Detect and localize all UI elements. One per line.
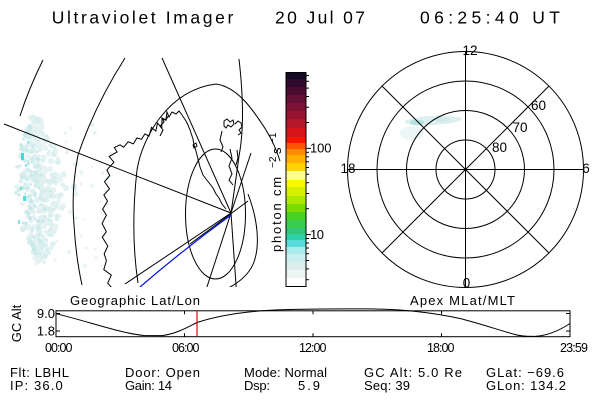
svg-text:Flt: LBHL: Flt: LBHL bbox=[10, 365, 69, 380]
svg-text:80: 80 bbox=[492, 140, 507, 155]
svg-text:23:59: 23:59 bbox=[560, 341, 588, 355]
svg-text:70: 70 bbox=[512, 120, 527, 135]
svg-text:IP: 36.0: IP: 36.0 bbox=[10, 378, 63, 393]
svg-text:100: 100 bbox=[310, 141, 332, 156]
svg-text:Geographic Lat/Lon: Geographic Lat/Lon bbox=[70, 293, 200, 308]
svg-text:GLon: 134.2: GLon: 134.2 bbox=[486, 378, 566, 393]
svg-text:Ultraviolet Imager: Ultraviolet Imager bbox=[52, 8, 234, 28]
svg-text:60: 60 bbox=[531, 98, 546, 113]
svg-text:10: 10 bbox=[310, 227, 324, 242]
svg-text:18:00: 18:00 bbox=[427, 341, 455, 355]
svg-text:1.8: 1.8 bbox=[37, 324, 55, 339]
svg-text:20 Jul 07: 20 Jul 07 bbox=[275, 8, 365, 28]
svg-text:12:00: 12:00 bbox=[299, 341, 327, 355]
svg-text:Apex MLat/MLT: Apex MLat/MLT bbox=[410, 293, 515, 308]
svg-text:Door: Open: Door: Open bbox=[125, 365, 200, 380]
svg-text:0: 0 bbox=[463, 276, 471, 291]
svg-text:18: 18 bbox=[340, 161, 355, 176]
svg-text:Seq: 39: Seq: 39 bbox=[364, 378, 410, 393]
svg-text:GC Alt: 5.0 Re: GC Alt: 5.0 Re bbox=[364, 365, 462, 380]
svg-text:Mode: Normal: Mode: Normal bbox=[244, 365, 327, 380]
svg-text:9.0: 9.0 bbox=[37, 306, 55, 321]
svg-text:GLat: −69.6: GLat: −69.6 bbox=[486, 365, 564, 380]
svg-text:GC Alt: GC Alt bbox=[9, 304, 24, 342]
svg-text:06:25:40 UT: 06:25:40 UT bbox=[420, 8, 560, 28]
svg-text:photon cm: photon cm bbox=[269, 175, 284, 252]
svg-text:00:00: 00:00 bbox=[45, 341, 73, 355]
svg-text:Dsp:: Dsp: bbox=[244, 378, 270, 393]
svg-text:06:00: 06:00 bbox=[172, 341, 200, 355]
svg-text:12: 12 bbox=[462, 43, 477, 58]
svg-text:−2: −2 bbox=[268, 156, 279, 168]
svg-text:Gain: 14: Gain: 14 bbox=[125, 378, 172, 393]
svg-text:−1: −1 bbox=[268, 132, 279, 144]
svg-text:s: s bbox=[269, 147, 284, 154]
svg-text:5.9: 5.9 bbox=[298, 378, 320, 393]
svg-text:6: 6 bbox=[582, 161, 590, 176]
